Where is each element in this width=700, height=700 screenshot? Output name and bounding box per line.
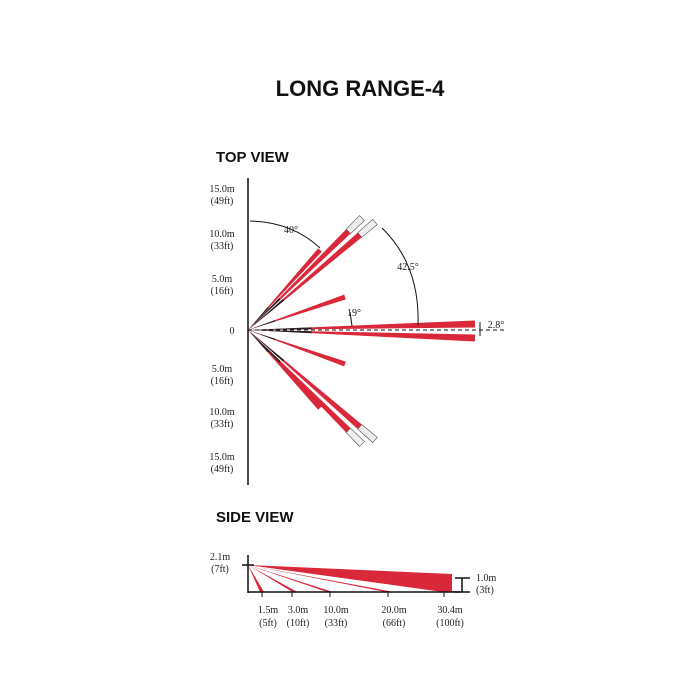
axis-label: 10.0m: [209, 229, 235, 240]
distance-label: (66ft): [383, 618, 406, 629]
beam-base: [248, 320, 276, 330]
axis-label: 5.0m: [212, 274, 233, 285]
side-beam: [248, 565, 452, 592]
beam-base: [248, 299, 285, 330]
beam-base: [248, 307, 269, 330]
height-bracket: [455, 577, 470, 593]
distance-label: 3.0m: [288, 605, 309, 616]
angle-arc: [381, 227, 419, 326]
beam-base: [248, 327, 312, 330]
beam-base: [248, 297, 281, 330]
side-beam: [248, 565, 264, 592]
title: LONG RANGE-4: [276, 76, 445, 101]
axis-label: (33ft): [211, 419, 234, 430]
side-beam: [248, 565, 394, 592]
beam-base: [248, 330, 312, 334]
beam-base: [248, 330, 281, 363]
distance-label: (33ft): [325, 618, 348, 629]
distance-label: 1.5m: [258, 605, 279, 616]
beam-tip: [357, 218, 378, 238]
axis-label: (16ft): [211, 286, 234, 297]
axis-label: (33ft): [211, 241, 234, 252]
axis-label: (49ft): [211, 464, 234, 475]
angle-arc: [249, 220, 321, 249]
axis-label: 10.0m: [209, 407, 235, 418]
angle-label: 42.5°: [397, 262, 419, 273]
distance-label: 30.4m: [437, 605, 463, 616]
axis-label: 15.0m: [209, 184, 235, 195]
beams: [248, 215, 476, 592]
side-beam: [248, 565, 298, 592]
beam-tip: [345, 427, 365, 447]
angle-label: 2.8°: [488, 320, 505, 331]
angle-label: 19°: [347, 308, 361, 319]
distance-label: 10.0m: [323, 605, 349, 616]
axis-label: 0: [230, 326, 235, 337]
height-label: (7ft): [211, 564, 229, 575]
beam-base: [248, 330, 276, 341]
top-view-heading: TOP VIEW: [216, 149, 290, 166]
axis-label: 15.0m: [209, 452, 235, 463]
angle-arrow: [349, 311, 353, 327]
end-height-label: 1.0m: [476, 573, 497, 584]
distance-label: (5ft): [259, 618, 277, 629]
side-beam: [248, 565, 333, 592]
angle-label: 40°: [284, 225, 298, 236]
side-view-heading: SIDE VIEW: [216, 509, 294, 526]
beam-base: [248, 330, 285, 362]
distance-label: 20.0m: [381, 605, 407, 616]
beam-tip: [357, 424, 378, 444]
axis-label: (16ft): [211, 376, 234, 387]
beam-base: [248, 330, 269, 353]
axis-label: (49ft): [211, 196, 234, 207]
axis-label: 5.0m: [212, 364, 233, 375]
height-label: 2.1m: [210, 552, 231, 563]
beam-tip: [345, 215, 365, 235]
distance-label: (10ft): [287, 618, 310, 629]
end-height-label: (3ft): [476, 585, 494, 596]
distance-label: (100ft): [436, 618, 464, 629]
